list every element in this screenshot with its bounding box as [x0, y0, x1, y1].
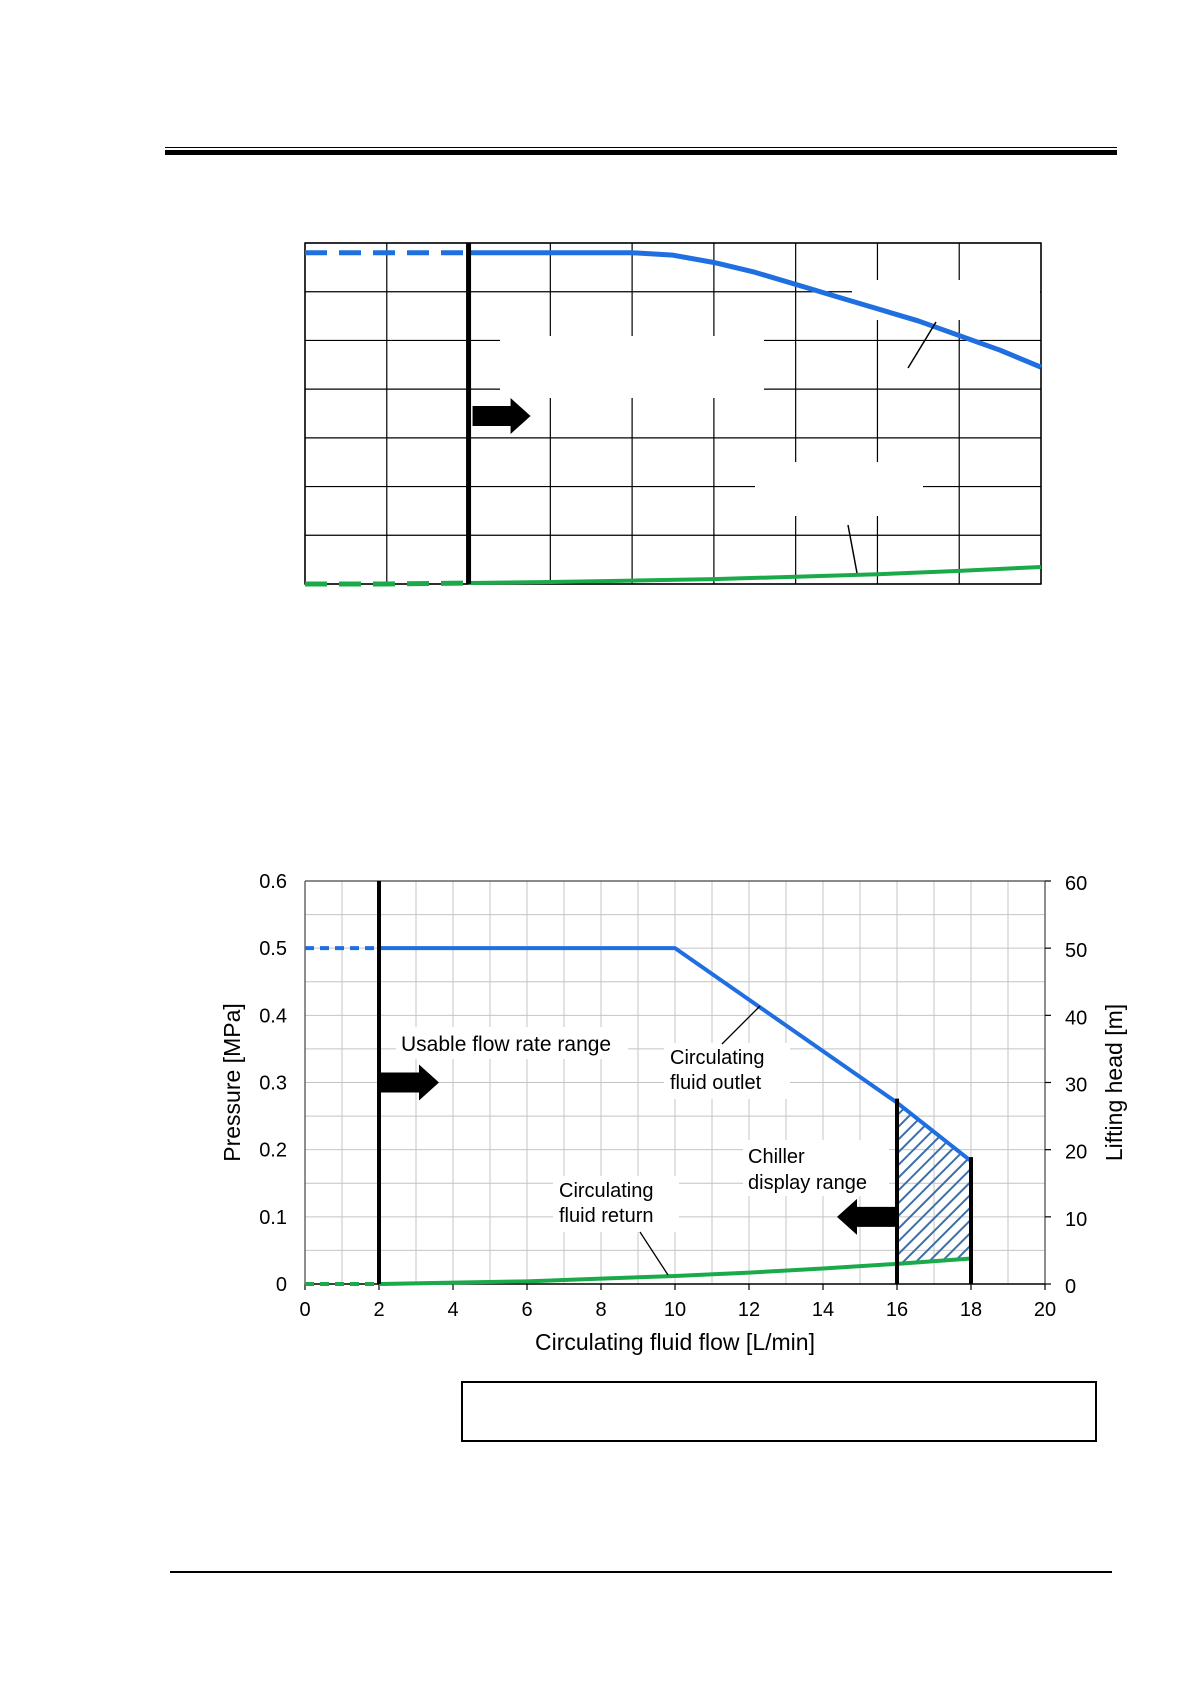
- y-tick-label: 0.6: [259, 871, 287, 893]
- series-line: [379, 946, 973, 1163]
- label-usable-flow-rate-range: Usable flow rate range: [401, 1033, 611, 1056]
- x-tick-label: 2: [373, 1299, 384, 1321]
- note-box: [461, 1381, 1097, 1442]
- leader-line-outlet: [721, 1005, 761, 1045]
- x-tick-label: 8: [595, 1299, 606, 1321]
- blank-region: [852, 280, 1040, 320]
- label-backing: [664, 1043, 790, 1099]
- x-tick-label: 14: [812, 1299, 834, 1321]
- label-outlet-line1: Circulating: [670, 1047, 764, 1069]
- footer-rule: [170, 1571, 1112, 1573]
- y-tick-label: 0.1: [259, 1207, 287, 1229]
- x-tick-label: 6: [521, 1299, 532, 1321]
- y-tick-label: 0.3: [259, 1073, 287, 1095]
- display-range-arrow: [837, 1198, 895, 1235]
- blank-region: [755, 462, 923, 516]
- y2-axis-title: Lifting head [m]: [1101, 1004, 1127, 1161]
- y2-tick-label: 50: [1065, 940, 1087, 962]
- y2-tick-label: 40: [1065, 1007, 1087, 1029]
- leader-line-return: [639, 1231, 669, 1276]
- y-tick-label: 0.4: [259, 1005, 287, 1027]
- x-axis-title: Circulating fluid flow [L/min]: [535, 1329, 815, 1355]
- x-tick-label: 0: [299, 1299, 310, 1321]
- y-tick-label: 0.2: [259, 1140, 287, 1162]
- y-tick-label: 0.5: [259, 938, 287, 960]
- x-tick-label: 10: [664, 1299, 686, 1321]
- y-tick-label: 0: [276, 1274, 287, 1296]
- y2-tick-label: 60: [1065, 873, 1087, 895]
- chart-top-pump-curve: [304, 242, 1042, 587]
- label-chiller-line1: Chiller: [748, 1146, 805, 1168]
- x-tick-label: 16: [886, 1299, 908, 1321]
- plot-frame: [304, 242, 1042, 585]
- label-return-line2: fluid return: [559, 1205, 654, 1227]
- chart-bottom-pump-curve: 0 2 4 6 8 10 12 14 16 18 20 0 0.1 0.2 0.3 0.4 0.5 0.6 0 10 2…: [219, 871, 1127, 1355]
- series-line: [468, 564, 1042, 586]
- header-rule-thin: [165, 147, 1117, 148]
- series-line: [378, 1256, 972, 1286]
- label-outlet-line2: fluid outlet: [670, 1072, 762, 1094]
- y2-tick-label: 10: [1065, 1209, 1087, 1231]
- x-tick-label: 18: [960, 1299, 982, 1321]
- series-line: [468, 250, 1042, 370]
- chiller-display-range-hatch: [897, 1102, 971, 1264]
- leader-line: [847, 524, 858, 574]
- leader-line: [907, 321, 937, 369]
- label-backing: [396, 1027, 628, 1059]
- blank-region: [500, 336, 764, 398]
- label-backing: [743, 1140, 889, 1196]
- x-tick-label: 20: [1034, 1299, 1056, 1321]
- y2-tick-label: 30: [1065, 1075, 1087, 1097]
- x-tick-label: 4: [447, 1299, 458, 1321]
- header-rule: [165, 150, 1117, 155]
- label-chiller-line2: display range: [748, 1172, 867, 1194]
- series-line-dashed: [305, 580, 469, 587]
- y-axis-title: Pressure [MPa]: [219, 1003, 245, 1162]
- y2-tick-label: 20: [1065, 1142, 1087, 1164]
- usable-range-arrow: [472, 398, 531, 434]
- label-backing: [553, 1176, 679, 1232]
- x-tick-label: 12: [738, 1299, 760, 1321]
- usable-range-arrow: [381, 1064, 439, 1101]
- y2-tick-label: 0: [1065, 1276, 1076, 1298]
- label-return-line1: Circulating: [559, 1180, 653, 1202]
